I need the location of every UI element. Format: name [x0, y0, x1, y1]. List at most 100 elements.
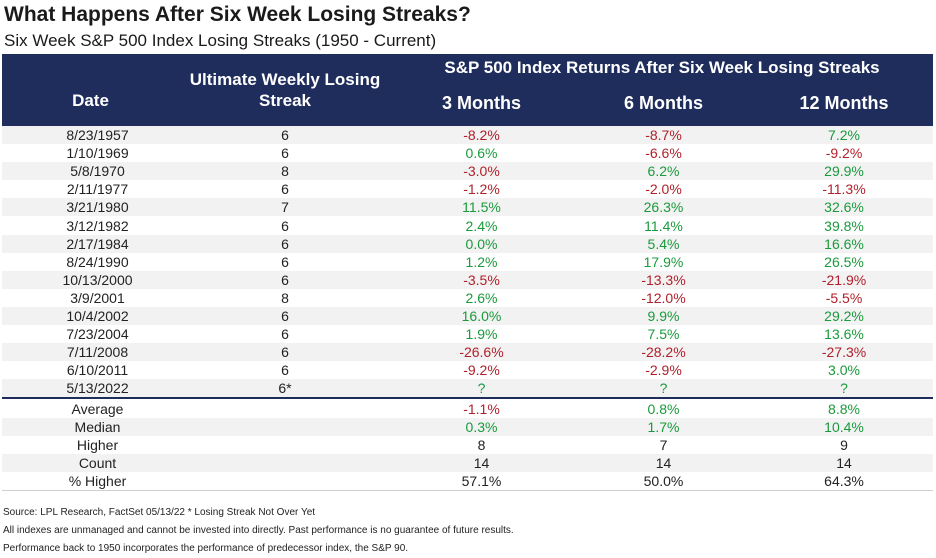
cell-12-months: 32.6%: [755, 198, 934, 217]
footnote-predecessor: Performance back to 1950 incorporates th…: [3, 543, 409, 554]
cell-12-months: 29.9%: [755, 162, 934, 181]
header-12-months: 12 Months: [799, 92, 889, 113]
cell-12-months: ?: [755, 379, 934, 400]
cell-12-months: -11.3%: [755, 180, 934, 199]
cell-3-months: ?: [391, 379, 572, 400]
page-subtitle: Six Week S&P 500 Index Losing Streaks (1…: [4, 31, 437, 50]
cell-12-months: -27.3%: [755, 343, 934, 362]
cell-date: 3/12/1982: [2, 216, 179, 235]
cell-3-months: 11.5%: [391, 198, 572, 217]
cell-streak: 6*: [179, 379, 391, 400]
cell-streak: 6: [179, 361, 391, 380]
cell-3-months: 2.4%: [391, 216, 572, 235]
table-row: 3/9/2001 8 2.6% -12.0% -5.5%: [2, 288, 934, 307]
summary-6-months: 1.7%: [572, 417, 755, 436]
cell-date: 10/4/2002: [2, 306, 179, 326]
returns-table-container: Date Ultimate Weekly Losing Streak S&P 5…: [2, 54, 934, 492]
cell-12-months: 16.6%: [755, 234, 934, 253]
cell-date: 8/23/1957: [2, 126, 179, 145]
cell-streak: 7: [179, 198, 391, 217]
cell-6-months: 6.2%: [572, 162, 755, 181]
summary-6-months: 0.8%: [572, 398, 755, 418]
cell-date: 1/10/1969: [2, 144, 179, 163]
cell-6-months: -28.2%: [572, 343, 755, 362]
table-row: 7/23/2004 6 1.9% 7.5% 13.6%: [2, 325, 934, 344]
table-row: 2/17/1984 6 0.0% 5.4% 16.6%: [2, 234, 934, 253]
cell-streak: 6: [179, 234, 391, 253]
cell-6-months: 11.4%: [572, 216, 755, 235]
cell-3-months: 2.6%: [391, 288, 572, 307]
cell-3-months: -8.2%: [391, 126, 572, 145]
table-row: 10/13/2000 6 -3.5% -13.3% -21.9%: [2, 270, 934, 289]
header-3-months: 3 Months: [442, 92, 521, 113]
cell-date: 3/9/2001: [2, 288, 179, 307]
cell-6-months: -8.7%: [572, 126, 755, 145]
cell-date: 2/11/1977: [2, 180, 179, 199]
cell-streak: 6: [179, 180, 391, 199]
cell-3-months: 16.0%: [391, 306, 572, 326]
table-header: Date Ultimate Weekly Losing Streak S&P 5…: [2, 54, 934, 126]
cell-6-months: 17.9%: [572, 252, 755, 271]
cell-12-months: 29.2%: [755, 306, 934, 326]
footnote-disclaimer: All indexes are unmanaged and cannot be …: [3, 525, 514, 536]
cell-3-months: 0.6%: [391, 144, 572, 163]
cell-date: 5/8/1970: [2, 162, 179, 181]
table-row: 7/11/2008 6 -26.6% -28.2% -27.3%: [2, 343, 934, 362]
cell-streak: 6: [179, 126, 391, 145]
summary-3-months: 8: [391, 435, 572, 454]
cell-3-months: 1.9%: [391, 325, 572, 344]
cell-12-months: 26.5%: [755, 252, 934, 271]
cell-date: 5/13/2022: [2, 379, 179, 400]
summary-12-months: 14: [755, 453, 934, 473]
table-row: 8/24/1990 6 1.2% 17.9% 26.5%: [2, 252, 934, 271]
summary-6-months: 50.0%: [572, 472, 755, 492]
cell-3-months: -3.5%: [391, 270, 572, 289]
cell-12-months: 13.6%: [755, 325, 934, 344]
returns-table: Date Ultimate Weekly Losing Streak S&P 5…: [2, 54, 934, 492]
cell-6-months: 7.5%: [572, 325, 755, 344]
cell-12-months: -21.9%: [755, 270, 934, 289]
header-6-months: 6 Months: [624, 92, 703, 113]
cell-streak: 6: [179, 325, 391, 344]
cell-6-months: -6.6%: [572, 144, 755, 163]
header-date: Date: [72, 91, 109, 110]
cell-date: 3/21/1980: [2, 198, 179, 217]
table-row: 8/23/1957 6 -8.2% -8.7% 7.2%: [2, 126, 934, 145]
cell-date: 6/10/2011: [2, 361, 179, 380]
cell-streak: 6: [179, 306, 391, 326]
table-summary: Average -1.1% 0.8% 8.8% Median 0.3% 1.7% 10.4% H…: [2, 398, 934, 492]
summary-row: Higher 8 7 9: [2, 435, 934, 454]
table-row: 3/12/1982 6 2.4% 11.4% 39.8%: [2, 216, 934, 235]
cell-6-months: -2.0%: [572, 180, 755, 199]
cell-3-months: -3.0%: [391, 162, 572, 181]
table-row: 6/10/2011 6 -9.2% -2.9% 3.0%: [2, 361, 934, 380]
summary-label: Average: [2, 398, 179, 418]
cell-12-months: 3.0%: [755, 361, 934, 380]
cell-3-months: -1.2%: [391, 180, 572, 199]
summary-empty: [179, 398, 391, 418]
cell-6-months: -12.0%: [572, 288, 755, 307]
table-row: 5/13/2022 6*???: [2, 379, 934, 400]
summary-3-months: -1.1%: [391, 398, 572, 418]
cell-streak: 6: [179, 270, 391, 289]
cell-streak: 6: [179, 343, 391, 362]
cell-6-months: 9.9%: [572, 306, 755, 326]
summary-label: Higher: [2, 435, 179, 454]
summary-3-months: 14: [391, 453, 572, 473]
cell-streak: 6: [179, 144, 391, 163]
summary-6-months: 7: [572, 435, 755, 454]
summary-12-months: 8.8%: [755, 398, 934, 418]
page-title: What Happens After Six Week Losing Strea…: [4, 3, 471, 26]
cell-3-months: -9.2%: [391, 361, 572, 380]
cell-streak: 6: [179, 252, 391, 271]
cell-date: 2/17/1984: [2, 234, 179, 253]
summary-label: Median: [2, 417, 179, 436]
cell-streak: 8: [179, 162, 391, 181]
cell-12-months: 39.8%: [755, 216, 934, 235]
cell-date: 7/11/2008: [2, 343, 179, 362]
table-row: 5/8/1970 8 -3.0% 6.2% 29.9%: [2, 162, 934, 181]
table-row: 3/21/1980 7 11.5% 26.3% 32.6%: [2, 198, 934, 217]
cell-6-months: -13.3%: [572, 270, 755, 289]
summary-3-months: 57.1%: [391, 472, 572, 492]
cell-6-months: 26.3%: [572, 198, 755, 217]
